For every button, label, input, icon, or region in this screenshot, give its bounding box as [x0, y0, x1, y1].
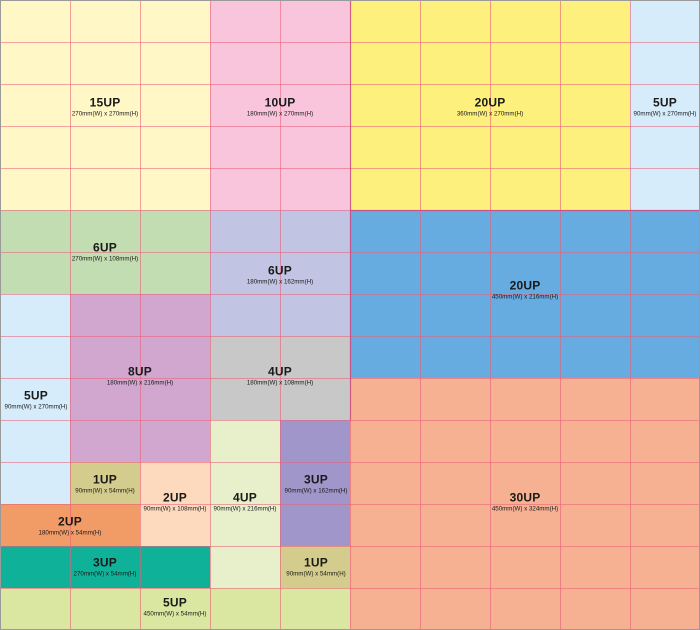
count-5up-bottom: 5UP — [163, 595, 187, 610]
count-20up-blue: 20UP — [509, 278, 541, 293]
label-1up-khaki: 1UP 90mm(W) x 54mm(H) — [75, 473, 134, 494]
count-5up-right: 5UP — [653, 95, 677, 110]
block-30up-area — [350, 378, 700, 630]
size-6up-green: 270mm(W) x 108mm(H) — [71, 255, 139, 263]
size-8up: 180mm(W) x 216mm(H) — [106, 379, 174, 387]
size-5up-right: 90mm(W) x 270mm(H) — [633, 110, 697, 118]
block-5up-right-area — [630, 0, 700, 210]
size-2up-peach: 90mm(W) x 108mm(H) — [143, 505, 207, 513]
block-3up-teal-area — [0, 546, 210, 588]
block-8up-area — [70, 294, 210, 462]
size-4up-pale: 90mm(W) x 216mm(H) — [213, 505, 277, 513]
block-2up-peach-area — [140, 462, 210, 546]
count-20up-yellow: 20UP — [474, 95, 506, 110]
count-8up: 8UP — [128, 364, 152, 379]
count-10up: 10UP — [264, 95, 296, 110]
block-4up-gray-area — [210, 336, 350, 420]
size-5up-left: 90mm(W) x 270mm(H) — [4, 403, 68, 411]
label-15up: 15UP 270mm(W) x 270mm(H) — [72, 96, 138, 117]
size-1up-olive: 90mm(W) x 54mm(H) — [286, 570, 346, 578]
label-6up-lavender: 6UP 180mm(W) x 162mm(H) — [247, 264, 313, 285]
size-30up: 450mm(W) x 324mm(H) — [491, 505, 559, 513]
size-3up-teal: 270mm(W) x 54mm(H) — [73, 570, 137, 578]
count-5up-left: 5UP — [24, 388, 48, 403]
label-5up-left: 5UP 90mm(W) x 270mm(H) — [5, 389, 68, 410]
size-1up-khaki: 90mm(W) x 54mm(H) — [75, 487, 135, 495]
size-10up: 180mm(W) x 270mm(H) — [246, 110, 314, 118]
block-15up-area — [0, 0, 210, 210]
label-30up: 30UP 450mm(W) x 324mm(H) — [492, 491, 558, 512]
label-20up-blue: 20UP 450mm(W) x 216mm(H) — [492, 279, 558, 300]
size-3up-purple: 90mm(W) x 162mm(H) — [284, 487, 348, 495]
block-5up-left-area — [0, 294, 70, 504]
label-5up-bottom: 5UP 450mm(W) x 54mm(H) — [144, 596, 207, 617]
size-20up-blue: 450mm(W) x 216mm(H) — [491, 293, 559, 301]
block-4up-pale-area — [210, 420, 280, 588]
count-3up-teal: 3UP — [93, 555, 117, 570]
size-6up-lavender: 180mm(W) x 162mm(H) — [246, 278, 314, 286]
block-20up-blue-area — [350, 210, 700, 378]
size-4up-gray: 180mm(W) x 108mm(H) — [246, 379, 314, 387]
label-3up-purple: 3UP 90mm(W) x 162mm(H) — [285, 473, 348, 494]
count-2up-peach: 2UP — [163, 490, 187, 505]
label-1up-olive: 1UP 90mm(W) x 54mm(H) — [286, 556, 345, 577]
size-2up-orange: 180mm(W) x 54mm(H) — [38, 529, 102, 537]
count-1up-khaki: 1UP — [93, 472, 117, 487]
block-1up-khaki-area — [70, 462, 140, 504]
count-1up-olive: 1UP — [304, 555, 328, 570]
block-6up-green-area — [0, 210, 210, 294]
label-5up-right: 5UP 90mm(W) x 270mm(H) — [634, 96, 697, 117]
block-5up-bottom-area — [0, 588, 350, 630]
block-3up-purple-area — [280, 420, 350, 546]
count-30up: 30UP — [509, 490, 541, 505]
block-2up-orange-area — [0, 504, 140, 546]
size-20up-yellow: 360mm(W) x 270mm(H) — [456, 110, 524, 118]
count-4up-pale: 4UP — [233, 490, 257, 505]
label-6up-green: 6UP 270mm(W) x 108mm(H) — [72, 241, 138, 262]
block-1up-olive-area — [280, 546, 350, 588]
count-4up-gray: 4UP — [268, 364, 292, 379]
count-3up-purple: 3UP — [304, 472, 328, 487]
count-6up-green: 6UP — [93, 240, 117, 255]
size-5up-bottom: 450mm(W) x 54mm(H) — [143, 610, 207, 618]
count-2up-orange: 2UP — [58, 514, 82, 529]
label-20up-yellow: 20UP 360mm(W) x 270mm(H) — [457, 96, 523, 117]
label-4up-gray: 4UP 180mm(W) x 108mm(H) — [247, 365, 313, 386]
block-10up-area — [210, 0, 350, 210]
label-8up: 8UP 180mm(W) x 216mm(H) — [107, 365, 173, 386]
label-10up: 10UP 180mm(W) x 270mm(H) — [247, 96, 313, 117]
block-20up-yellow-area — [350, 0, 630, 210]
label-4up-pale: 4UP 90mm(W) x 216mm(H) — [214, 491, 277, 512]
count-15up: 15UP — [89, 95, 121, 110]
block-6up-lavender-area — [210, 210, 350, 336]
label-3up-teal: 3UP 270mm(W) x 54mm(H) — [74, 556, 137, 577]
count-6up-lavender: 6UP — [268, 263, 292, 278]
size-15up: 270mm(W) x 270mm(H) — [71, 110, 139, 118]
label-2up-peach: 2UP 90mm(W) x 108mm(H) — [144, 491, 207, 512]
label-2up-orange: 2UP 180mm(W) x 54mm(H) — [39, 515, 102, 536]
